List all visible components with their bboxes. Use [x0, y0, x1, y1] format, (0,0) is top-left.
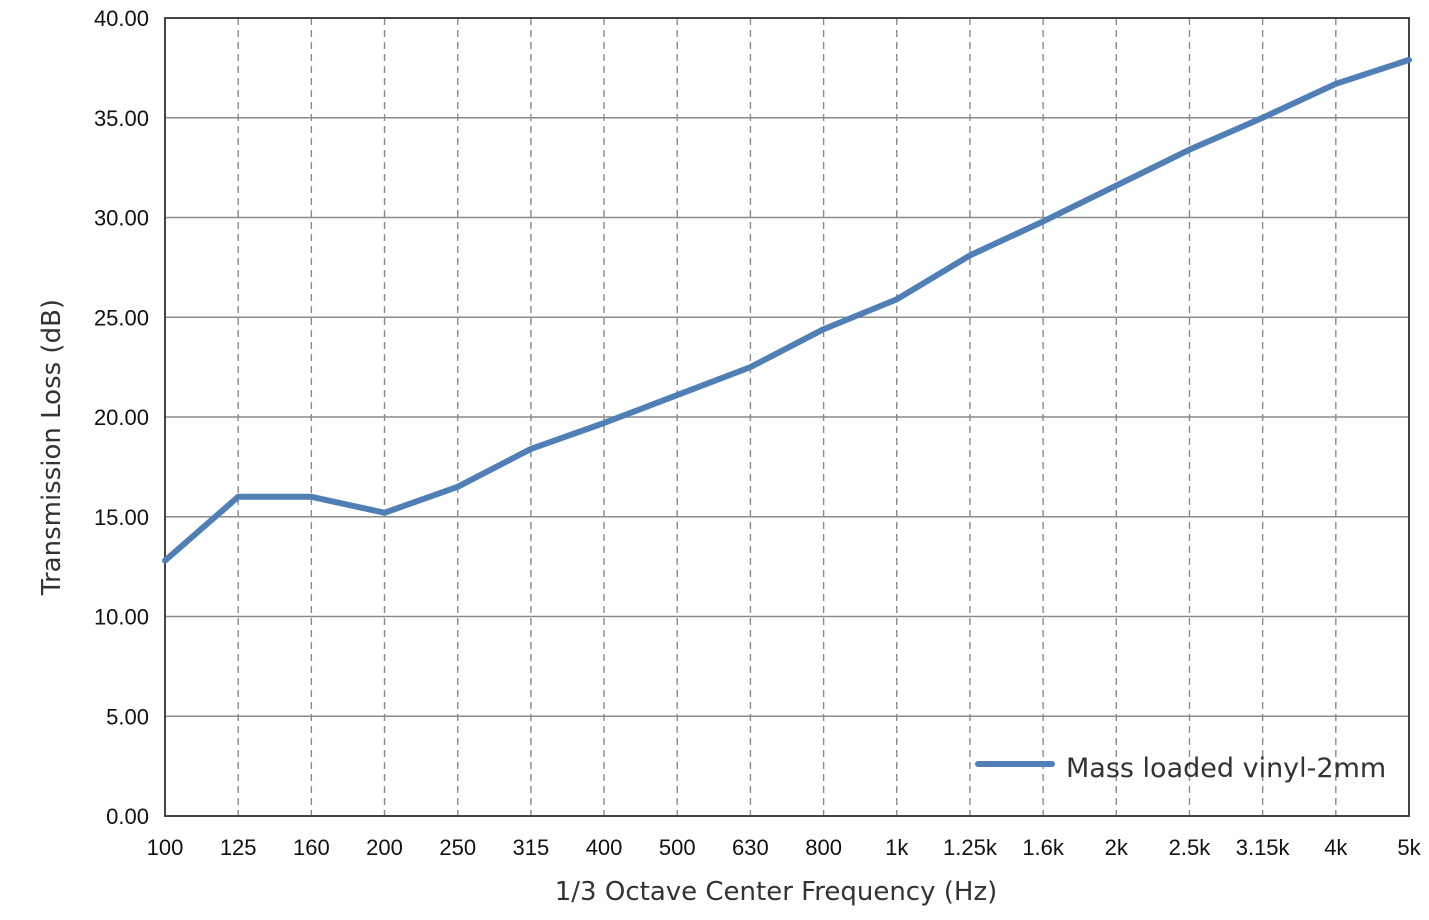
y-tick-label: 30.00	[94, 206, 149, 231]
y-tick-label: 0.00	[106, 804, 149, 829]
x-tick-label: 250	[439, 835, 476, 860]
y-axis-title: Transmission Loss (dB)	[37, 299, 67, 596]
plot-area-frame	[164, 17, 1410, 817]
y-tick-label: 20.00	[94, 405, 149, 430]
y-tick-label: 35.00	[94, 106, 149, 131]
legend: Mass loaded vinyl-2mm	[975, 753, 1386, 784]
x-tick-label: 160	[293, 835, 330, 860]
y-tick-label: 10.00	[94, 605, 149, 630]
x-tick-label: 800	[805, 835, 842, 860]
x-axis-tick-labels: 100 125 160 200 250 315 400 500 630 800 1k 1.25k 1.6…	[147, 835, 1422, 860]
x-tick-label: 1.25k	[943, 835, 998, 860]
x-tick-label: 1.6k	[1022, 835, 1065, 860]
x-tick-label: 3.15k	[1236, 835, 1291, 860]
y-tick-label: 25.00	[94, 305, 149, 330]
x-tick-label: 400	[586, 835, 623, 860]
x-tick-label: 100	[147, 835, 184, 860]
x-axis-title: 1/3 Octave Center Frequency (Hz)	[555, 877, 997, 907]
y-tick-label: 5.00	[106, 704, 149, 729]
x-tick-label: 315	[513, 835, 550, 860]
x-tick-label: 4k	[1324, 835, 1348, 860]
x-tick-label: 630	[732, 835, 769, 860]
x-tick-label: 200	[366, 835, 403, 860]
x-tick-label: 500	[659, 835, 696, 860]
y-tick-label: 40.00	[94, 6, 149, 31]
x-tick-label: 2.5k	[1169, 835, 1212, 860]
series-layer	[162, 56, 1412, 564]
x-tick-label: 1k	[885, 835, 909, 860]
legend-label: Mass loaded vinyl-2mm	[1066, 753, 1386, 784]
y-axis-tick-labels: 0.00 5.00 10.00 15.00 20.00 25.00 30.00 35.00 40…	[94, 6, 149, 829]
y-tick-label: 15.00	[94, 505, 149, 530]
x-tick-label: 2k	[1105, 835, 1129, 860]
x-tick-label: 5k	[1397, 835, 1421, 860]
x-tick-label: 125	[220, 835, 257, 860]
grid-lines	[165, 17, 1409, 817]
series-line	[162, 56, 1412, 564]
